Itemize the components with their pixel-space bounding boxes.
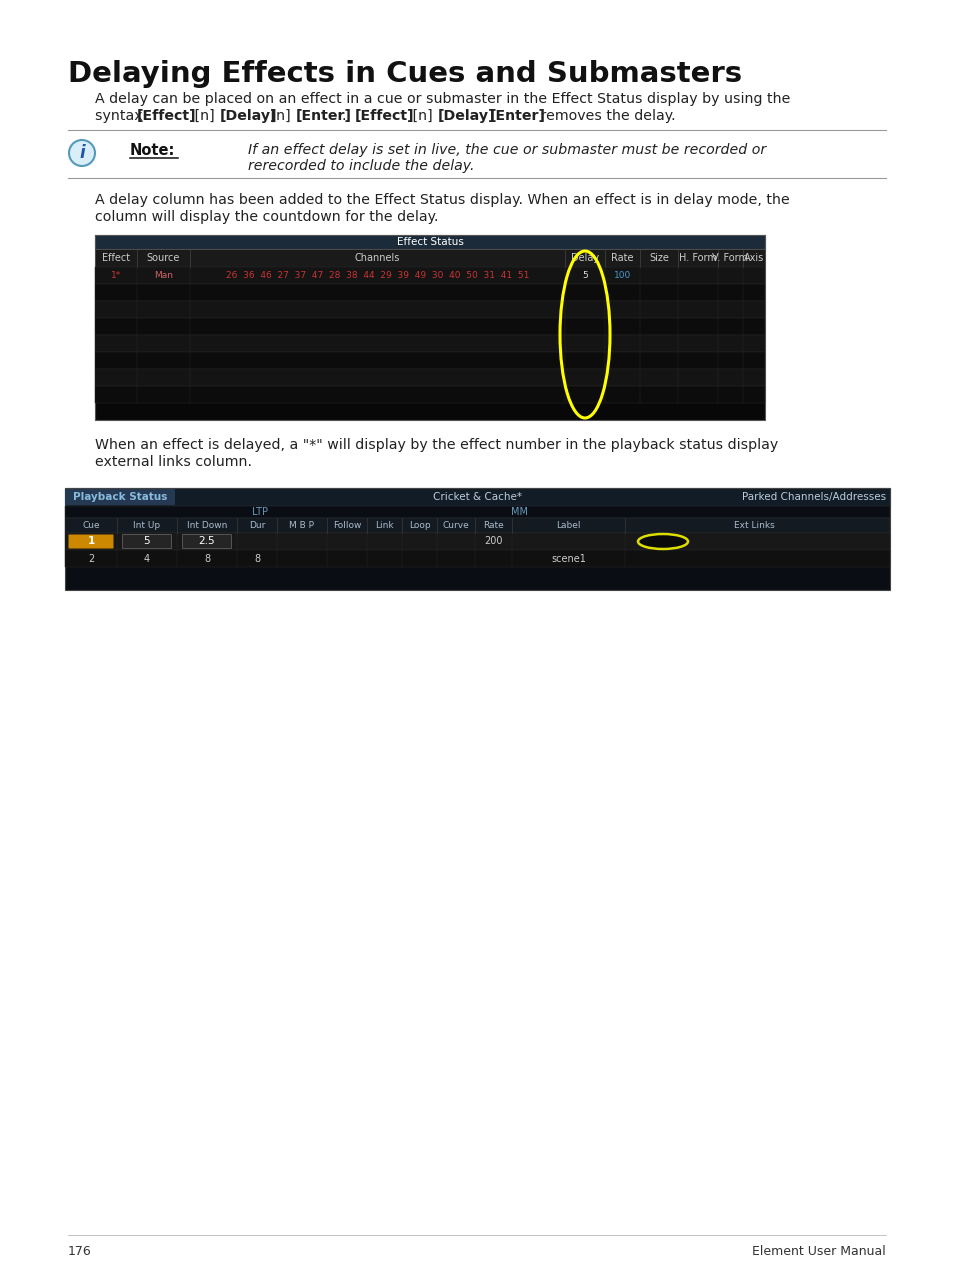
Text: [Delay]: [Delay] bbox=[219, 109, 277, 123]
Text: Rate: Rate bbox=[482, 522, 503, 530]
Text: H. Form: H. Form bbox=[679, 253, 717, 263]
Text: Man: Man bbox=[153, 271, 172, 280]
Text: 5: 5 bbox=[581, 271, 587, 280]
Text: 2.5: 2.5 bbox=[198, 537, 215, 547]
Text: Delaying Effects in Cues and Submasters: Delaying Effects in Cues and Submasters bbox=[68, 60, 741, 88]
Text: If an effect delay is set in live, the cue or submaster must be recorded or: If an effect delay is set in live, the c… bbox=[248, 142, 765, 156]
Text: Label: Label bbox=[556, 522, 580, 530]
Bar bbox=[95, 235, 764, 249]
Text: 200: 200 bbox=[484, 537, 502, 547]
Text: Effect: Effect bbox=[102, 253, 130, 263]
Text: Parked Channels/Addresses: Parked Channels/Addresses bbox=[741, 492, 885, 502]
Text: Int Down: Int Down bbox=[187, 522, 227, 530]
Bar bbox=[95, 267, 764, 284]
Text: Element User Manual: Element User Manual bbox=[752, 1245, 885, 1258]
Bar bbox=[65, 488, 889, 506]
Bar bbox=[65, 533, 889, 550]
Text: Note:: Note: bbox=[130, 142, 175, 158]
Bar bbox=[95, 235, 764, 420]
Text: Channels: Channels bbox=[355, 253, 399, 263]
Bar bbox=[95, 385, 764, 403]
Text: [Enter]: [Enter] bbox=[295, 109, 352, 123]
Text: column will display the countdown for the delay.: column will display the countdown for th… bbox=[95, 210, 438, 224]
Text: Ext Links: Ext Links bbox=[733, 522, 774, 530]
Text: Size: Size bbox=[648, 253, 668, 263]
Text: 4: 4 bbox=[144, 553, 150, 563]
Text: removes the delay.: removes the delay. bbox=[536, 109, 676, 123]
Text: Source: Source bbox=[147, 253, 180, 263]
Text: When an effect is delayed, a "*" will display by the effect number in the playba: When an effect is delayed, a "*" will di… bbox=[95, 438, 778, 452]
Text: 100: 100 bbox=[613, 271, 631, 280]
Text: Cricket & Cache*: Cricket & Cache* bbox=[433, 492, 521, 502]
Text: Cue: Cue bbox=[82, 522, 100, 530]
Text: Int Up: Int Up bbox=[133, 522, 160, 530]
Text: scene1: scene1 bbox=[551, 553, 585, 563]
Text: M B P: M B P bbox=[289, 522, 314, 530]
Bar bbox=[95, 284, 764, 301]
Text: 26  36  46  27  37  47  28  38  44  29  39  49  30  40  50  31  41  51: 26 36 46 27 37 47 28 38 44 29 39 49 30 4… bbox=[226, 271, 529, 280]
Text: .: . bbox=[342, 109, 351, 123]
Text: [n]: [n] bbox=[266, 109, 295, 123]
Bar bbox=[95, 335, 764, 352]
Text: rerecorded to include the delay.: rerecorded to include the delay. bbox=[248, 159, 474, 173]
FancyBboxPatch shape bbox=[65, 488, 174, 505]
Text: 1*: 1* bbox=[111, 271, 121, 280]
Text: Rate: Rate bbox=[611, 253, 633, 263]
Text: Delay: Delay bbox=[570, 253, 598, 263]
Text: 5: 5 bbox=[144, 537, 151, 547]
Text: [Effect]: [Effect] bbox=[136, 109, 196, 123]
Circle shape bbox=[69, 140, 95, 167]
FancyBboxPatch shape bbox=[69, 534, 113, 548]
Text: 2: 2 bbox=[88, 553, 94, 563]
Bar bbox=[65, 550, 889, 567]
Text: 176: 176 bbox=[68, 1245, 91, 1258]
Bar bbox=[95, 301, 764, 318]
Bar bbox=[95, 352, 764, 369]
Text: A delay column has been added to the Effect Status display. When an effect is in: A delay column has been added to the Eff… bbox=[95, 193, 789, 207]
Text: Axis: Axis bbox=[743, 253, 763, 263]
Text: A delay can be placed on an effect in a cue or submaster in the Effect Status di: A delay can be placed on an effect in a … bbox=[95, 92, 789, 106]
Text: Follow: Follow bbox=[333, 522, 361, 530]
Text: 1: 1 bbox=[88, 537, 94, 547]
Text: [Effect]: [Effect] bbox=[354, 109, 414, 123]
Bar bbox=[65, 506, 889, 518]
Text: 8: 8 bbox=[253, 553, 260, 563]
Text: Playback Status: Playback Status bbox=[72, 492, 167, 502]
Text: syntax: syntax bbox=[95, 109, 147, 123]
Text: V. Form: V. Form bbox=[712, 253, 748, 263]
FancyBboxPatch shape bbox=[182, 534, 232, 548]
Text: E  1*: E 1* bbox=[651, 537, 674, 547]
Text: i: i bbox=[79, 144, 85, 162]
Text: 8: 8 bbox=[204, 553, 210, 563]
Bar bbox=[95, 318, 764, 335]
Text: [n]: [n] bbox=[190, 109, 219, 123]
Text: Curve: Curve bbox=[442, 522, 469, 530]
Text: Effect Status: Effect Status bbox=[396, 237, 463, 247]
Text: LTP: LTP bbox=[252, 508, 268, 516]
Bar bbox=[95, 369, 764, 385]
Ellipse shape bbox=[638, 534, 687, 550]
Text: MM: MM bbox=[511, 508, 528, 516]
Bar bbox=[95, 249, 764, 267]
FancyBboxPatch shape bbox=[122, 534, 172, 548]
Text: [Delay]: [Delay] bbox=[436, 109, 495, 123]
Text: Dur: Dur bbox=[249, 522, 265, 530]
Text: Link: Link bbox=[375, 522, 394, 530]
Text: Loop: Loop bbox=[408, 522, 430, 530]
Text: [Enter]: [Enter] bbox=[489, 109, 545, 123]
Text: [n]: [n] bbox=[407, 109, 436, 123]
Bar bbox=[65, 518, 889, 533]
Bar bbox=[65, 488, 889, 590]
Text: external links column.: external links column. bbox=[95, 455, 252, 469]
